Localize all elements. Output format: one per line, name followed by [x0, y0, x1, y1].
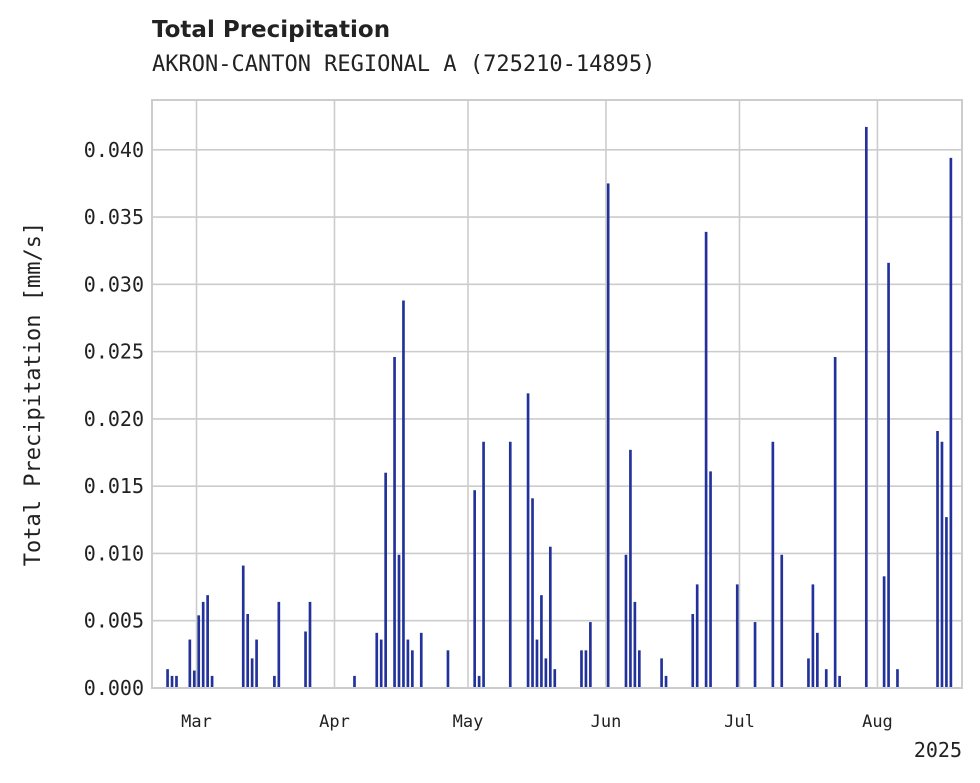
precip-bar — [638, 650, 641, 688]
precip-bar — [544, 658, 548, 688]
precip-bar — [833, 356, 837, 688]
precip-bar — [695, 584, 699, 688]
precip-bar — [896, 669, 899, 688]
chart-subtitle: AKRON-CANTON REGIONAL A (725210-14895) — [152, 52, 656, 77]
precip-bar — [210, 675, 214, 688]
precip-bar — [397, 554, 401, 688]
bar-series — [166, 126, 953, 688]
precip-bar — [446, 650, 450, 688]
precip-bar — [624, 554, 628, 688]
precip-bar — [887, 262, 890, 688]
precip-bar — [660, 658, 663, 688]
precip-bar — [838, 675, 841, 688]
precip-bar — [807, 658, 810, 688]
precip-bar — [379, 639, 383, 688]
precip-bar — [250, 658, 254, 688]
x-tick-label: Aug — [862, 712, 893, 732]
precip-bar — [949, 157, 953, 688]
precip-bar — [473, 490, 476, 688]
y-axis-label: Total Precipitation [mm/s] — [21, 222, 46, 566]
precip-bar — [508, 441, 512, 688]
precip-bar — [206, 595, 209, 688]
precip-bar — [709, 471, 712, 688]
precip-bar — [308, 601, 312, 688]
precip-bar — [553, 669, 557, 688]
precip-bar — [170, 675, 174, 688]
y-tick-label: 0.040 — [84, 138, 144, 162]
y-tick-label: 0.020 — [84, 407, 144, 431]
precip-bar — [304, 631, 307, 688]
y-tick-label: 0.005 — [84, 609, 144, 633]
y-tick-label: 0.000 — [84, 676, 144, 700]
precip-bar — [945, 517, 948, 688]
precip-bar — [402, 300, 405, 688]
precip-bar — [526, 393, 530, 688]
precip-bar — [940, 441, 944, 688]
x-tick-label: Mar — [181, 712, 212, 732]
precip-bar — [201, 601, 205, 688]
y-axis-ticks: 0.000 0.005 0.010 0.015 0.020 0.025 0.030 0.035… — [84, 138, 144, 700]
precip-bar — [606, 183, 610, 688]
x-axis-year-label: 2025 — [914, 738, 962, 762]
precip-bar — [531, 498, 534, 688]
precip-bar — [197, 615, 201, 688]
precip-bar — [353, 675, 356, 688]
x-tick-label: Jun — [591, 712, 622, 732]
precip-bar — [882, 576, 886, 688]
precip-bar — [811, 584, 815, 688]
y-tick-label: 0.010 — [84, 541, 144, 565]
precip-bar — [691, 613, 695, 688]
precip-bar — [735, 584, 739, 688]
precip-bar — [277, 601, 281, 688]
precip-bar — [411, 650, 414, 688]
precip-bar — [580, 650, 583, 688]
precip-bar — [419, 632, 423, 688]
plot-frame — [151, 99, 963, 689]
precip-bar — [780, 554, 784, 688]
precip-bar — [664, 675, 668, 688]
precip-bar — [175, 675, 178, 688]
precip-bar — [477, 675, 481, 688]
precip-bar — [482, 441, 485, 688]
precip-bar — [393, 356, 396, 688]
precip-bar — [584, 650, 588, 688]
precip-bar — [548, 546, 552, 688]
chart-title: Total Precipitation — [152, 17, 391, 43]
x-tick-label: May — [453, 712, 484, 732]
precip-bar — [246, 613, 250, 688]
precip-bar — [629, 449, 632, 688]
precip-bar — [540, 595, 543, 688]
x-tick-label: Apr — [319, 712, 350, 732]
precip-bar — [406, 639, 410, 688]
precip-bar — [864, 126, 868, 688]
precip-bar — [188, 639, 192, 688]
y-tick-label: 0.035 — [84, 205, 144, 229]
precip-bar — [384, 472, 387, 688]
x-tick-label: Jul — [724, 712, 755, 732]
precip-bar — [166, 669, 169, 688]
precip-bar — [771, 441, 775, 688]
precip-bar — [704, 231, 708, 688]
precip-bar — [816, 632, 819, 688]
precip-bar — [753, 622, 757, 688]
precip-bar — [535, 639, 539, 688]
y-tick-label: 0.015 — [84, 474, 144, 498]
precip-bar — [241, 565, 245, 688]
precip-bar — [589, 622, 592, 688]
precip-bar — [375, 632, 379, 688]
y-tick-label: 0.030 — [84, 272, 144, 296]
precip-bar — [936, 431, 939, 688]
precip-bar — [273, 675, 276, 688]
grid-lines — [152, 100, 962, 689]
y-tick-label: 0.025 — [84, 340, 144, 364]
precip-bar — [192, 670, 196, 688]
precip-bar — [633, 601, 637, 688]
precip-bar — [824, 669, 828, 688]
x-axis-ticks: Mar Apr May Jun Jul Aug — [181, 712, 893, 732]
precip-bar — [255, 639, 258, 688]
